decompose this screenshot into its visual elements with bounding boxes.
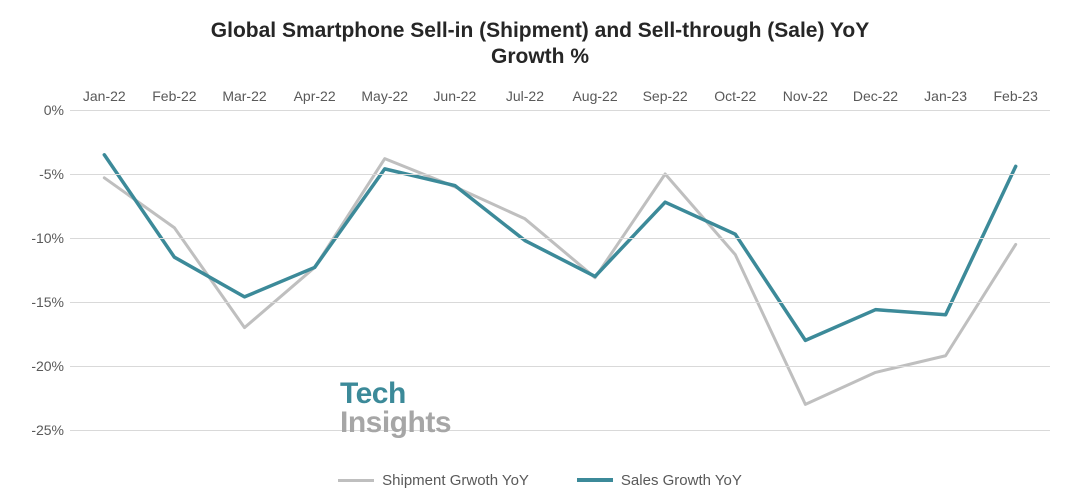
- gridline: [70, 366, 1050, 367]
- x-tick-label: Jan-23: [924, 88, 967, 104]
- legend-label: Sales Growth YoY: [621, 472, 742, 489]
- x-tick-label: Oct-22: [714, 88, 756, 104]
- legend: Shipment Grwoth YoY Sales Growth YoY: [0, 469, 1080, 489]
- x-tick-label: May-22: [361, 88, 408, 104]
- plot-area: 0%-5%-10%-15%-20%-25%Jan-22Feb-22Mar-22A…: [70, 110, 1050, 430]
- line-chart: Global Smartphone Sell-in (Shipment) and…: [0, 0, 1080, 501]
- chart-title-line: Global Smartphone Sell-in (Shipment) and…: [211, 19, 869, 42]
- y-tick-label: 0%: [44, 102, 64, 118]
- gridline: [70, 110, 1050, 111]
- legend-item: Shipment Grwoth YoY: [338, 472, 529, 489]
- x-tick-label: Nov-22: [783, 88, 828, 104]
- x-tick-label: Aug-22: [572, 88, 617, 104]
- x-tick-label: Jul-22: [506, 88, 544, 104]
- x-tick-label: Jan-22: [83, 88, 126, 104]
- x-tick-label: Feb-22: [152, 88, 196, 104]
- legend-label: Shipment Grwoth YoY: [382, 472, 529, 489]
- series-line: [104, 159, 1015, 405]
- y-tick-label: -5%: [39, 166, 64, 182]
- y-tick-label: -20%: [31, 358, 64, 374]
- line-series-svg: [70, 110, 1050, 430]
- gridline: [70, 238, 1050, 239]
- x-tick-label: Jun-22: [433, 88, 476, 104]
- y-tick-label: -15%: [31, 294, 64, 310]
- x-tick-label: Feb-23: [994, 88, 1038, 104]
- legend-swatch: [338, 479, 374, 482]
- y-tick-label: -10%: [31, 230, 64, 246]
- gridline: [70, 430, 1050, 431]
- legend-swatch: [577, 478, 613, 482]
- y-tick-label: -25%: [31, 422, 64, 438]
- x-tick-label: Apr-22: [294, 88, 336, 104]
- legend-item: Sales Growth YoY: [577, 472, 742, 489]
- gridline: [70, 174, 1050, 175]
- x-tick-label: Dec-22: [853, 88, 898, 104]
- chart-title-line: Growth %: [491, 45, 589, 68]
- x-tick-label: Sep-22: [643, 88, 688, 104]
- chart-title: Global Smartphone Sell-in (Shipment) and…: [0, 18, 1080, 71]
- x-tick-label: Mar-22: [222, 88, 266, 104]
- gridline: [70, 302, 1050, 303]
